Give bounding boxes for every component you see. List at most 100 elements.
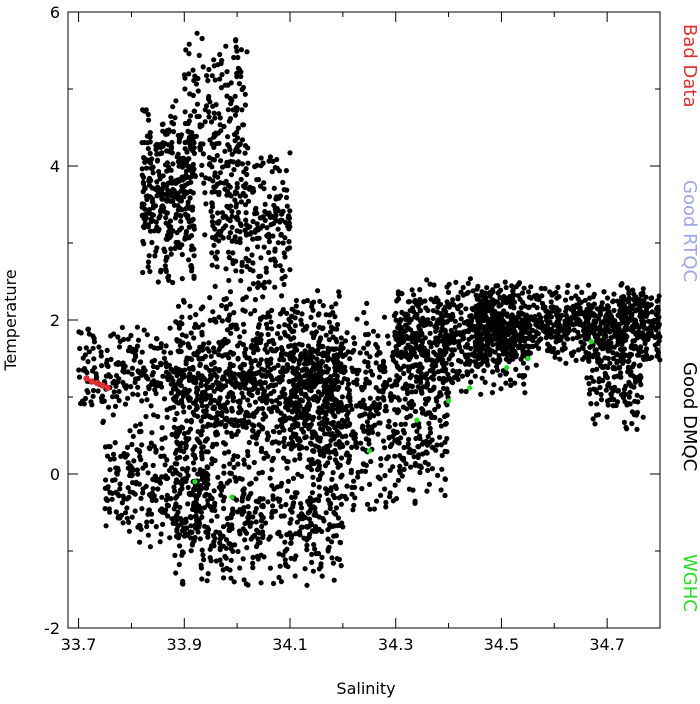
dmqc-point xyxy=(464,369,470,375)
dmqc-point xyxy=(209,189,215,195)
dmqc-point xyxy=(148,403,154,409)
dmqc-point xyxy=(299,426,305,432)
dmqc-point xyxy=(116,513,122,520)
dmqc-point xyxy=(444,284,450,290)
dmqc-point xyxy=(114,394,120,400)
dmqc-point xyxy=(442,448,448,454)
dmqc-point xyxy=(176,325,182,331)
dmqc-point xyxy=(209,213,215,220)
dmqc-point xyxy=(130,490,136,496)
dmqc-point xyxy=(190,216,196,222)
dmqc-point xyxy=(163,197,169,203)
dmqc-point xyxy=(452,318,458,324)
dmqc-point xyxy=(496,352,502,359)
dmqc-point xyxy=(156,169,162,175)
dmqc-point xyxy=(320,303,326,309)
dmqc-point xyxy=(540,305,546,311)
dmqc-point xyxy=(553,289,559,296)
dmqc-point xyxy=(223,43,229,49)
dmqc-point xyxy=(183,525,190,531)
dmqc-point xyxy=(397,329,403,335)
dmqc-point xyxy=(278,579,284,585)
dmqc-point xyxy=(223,422,229,428)
dmqc-point xyxy=(175,159,181,165)
dmqc-point xyxy=(161,355,168,361)
dmqc-point xyxy=(231,54,237,61)
dmqc-point xyxy=(562,297,569,303)
dmqc-point xyxy=(273,263,279,269)
dmqc-point xyxy=(297,452,303,458)
dmqc-point xyxy=(76,367,82,373)
dmqc-point xyxy=(371,506,377,512)
dmqc-point xyxy=(147,139,153,145)
dmqc-point xyxy=(463,388,469,395)
dmqc-point xyxy=(218,420,224,426)
dmqc-point xyxy=(466,336,472,342)
dmqc-point xyxy=(329,431,335,437)
dmqc-point xyxy=(185,484,191,491)
dmqc-point xyxy=(305,464,311,470)
dmqc-point xyxy=(90,393,96,399)
dmqc-point xyxy=(427,320,433,327)
dmqc-point xyxy=(152,473,158,479)
dmqc-point xyxy=(171,404,177,410)
dmqc-point xyxy=(174,243,181,249)
dmqc-point xyxy=(437,417,443,423)
dmqc-point xyxy=(359,387,365,393)
dmqc-point xyxy=(300,353,306,359)
dmqc-point xyxy=(240,296,246,302)
dmqc-point xyxy=(434,398,440,404)
dmqc-point xyxy=(250,281,256,287)
dmqc-point xyxy=(167,535,173,541)
dmqc-point xyxy=(145,117,152,123)
dmqc-point xyxy=(280,366,286,372)
dmqc-point xyxy=(390,464,396,470)
dmqc-point xyxy=(259,445,265,451)
dmqc-point xyxy=(180,403,186,410)
dmqc-point xyxy=(544,325,550,331)
dmqc-point xyxy=(148,216,154,222)
dmqc-point xyxy=(393,317,399,323)
dmqc-point xyxy=(332,363,338,369)
dmqc-point xyxy=(210,103,216,109)
dmqc-point xyxy=(373,385,379,391)
dmqc-point xyxy=(259,405,266,412)
dmqc-point xyxy=(323,351,329,357)
dmqc-point xyxy=(540,326,546,332)
dmqc-point xyxy=(145,511,151,517)
dmqc-point xyxy=(211,110,217,116)
dmqc-point xyxy=(536,337,542,344)
dmqc-point xyxy=(577,300,583,306)
dmqc-point xyxy=(159,445,165,451)
dmqc-point xyxy=(90,387,97,394)
dmqc-point xyxy=(288,400,295,406)
dmqc-point xyxy=(323,363,329,369)
dmqc-point xyxy=(226,191,233,197)
dmqc-point xyxy=(313,443,319,449)
dmqc-point xyxy=(268,356,274,362)
dmqc-point xyxy=(216,347,222,353)
dmqc-point xyxy=(85,359,91,365)
dmqc-point xyxy=(489,323,495,329)
dmqc-point xyxy=(477,361,483,367)
dmqc-point xyxy=(417,435,423,442)
dmqc-point xyxy=(141,241,147,247)
dmqc-point xyxy=(235,125,241,131)
dmqc-point xyxy=(205,422,211,428)
dmqc-point xyxy=(205,379,211,385)
dmqc-point xyxy=(179,552,185,558)
dmqc-point xyxy=(237,193,243,199)
dmqc-point xyxy=(292,315,298,321)
dmqc-point xyxy=(190,502,197,509)
dmqc-point xyxy=(520,360,527,366)
dmqc-point xyxy=(222,186,228,192)
dmqc-point xyxy=(289,533,295,539)
dmqc-point xyxy=(269,326,275,332)
dmqc-point xyxy=(590,367,596,373)
dmqc-point xyxy=(398,316,404,323)
dmqc-point xyxy=(194,101,200,107)
dmqc-point xyxy=(500,310,506,316)
dmqc-point xyxy=(104,485,111,491)
dmqc-point xyxy=(641,320,647,326)
dmqc-point xyxy=(478,355,484,361)
